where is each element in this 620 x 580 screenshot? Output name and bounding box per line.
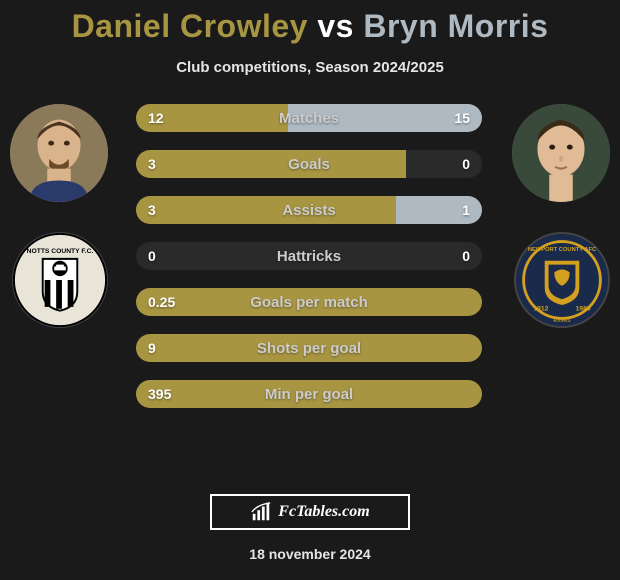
stat-label: Min per goal bbox=[136, 386, 482, 403]
stat-label: Goals bbox=[136, 156, 482, 173]
stat-value-right: 15 bbox=[454, 110, 470, 126]
stat-row: Hattricks0 0 bbox=[136, 242, 482, 270]
content-area: NOTTS COUNTY F.C. NEWPORT COUNTY AFC 191… bbox=[0, 104, 620, 484]
player1-club-crest: NOTTS COUNTY F.C. bbox=[12, 232, 108, 328]
brand-box: FcTables.com bbox=[210, 494, 410, 530]
title-player2: Bryn Morris bbox=[363, 8, 548, 44]
stat-value-left: 0 bbox=[148, 248, 156, 264]
stat-label: Assists bbox=[136, 202, 482, 219]
title-vs: vs bbox=[317, 8, 354, 44]
notts-county-crest-icon: NOTTS COUNTY F.C. bbox=[12, 232, 108, 328]
stat-value-left: 12 bbox=[148, 110, 164, 126]
stat-value-left: 9 bbox=[148, 340, 156, 356]
stat-label: Shots per goal bbox=[136, 340, 482, 357]
stat-value-left: 395 bbox=[148, 386, 171, 402]
player2-face-icon bbox=[512, 104, 610, 202]
stat-value-right: 1 bbox=[462, 202, 470, 218]
stat-value-left: 0.25 bbox=[148, 294, 175, 310]
stat-row: Shots per goal9 bbox=[136, 334, 482, 362]
svg-text:1989: 1989 bbox=[576, 306, 591, 313]
stat-label: Hattricks bbox=[136, 248, 482, 265]
subtitle: Club competitions, Season 2024/2025 bbox=[0, 45, 620, 76]
chart-icon bbox=[250, 501, 272, 523]
svg-text:exiles: exiles bbox=[553, 317, 571, 324]
footer-date: 18 november 2024 bbox=[0, 546, 620, 562]
svg-text:1912: 1912 bbox=[533, 306, 548, 313]
svg-text:NEWPORT COUNTY AFC: NEWPORT COUNTY AFC bbox=[528, 247, 596, 253]
stat-value-right: 0 bbox=[462, 248, 470, 264]
stat-value-right: 0 bbox=[462, 156, 470, 172]
player1-face-icon bbox=[10, 104, 108, 202]
title-player1: Daniel Crowley bbox=[72, 8, 308, 44]
stat-value-left: 3 bbox=[148, 156, 156, 172]
stat-row: Assists3 1 bbox=[136, 196, 482, 224]
newport-county-crest-icon: NEWPORT COUNTY AFC 1912 1989 exiles bbox=[514, 232, 610, 328]
stat-row: Goals per match0.25 bbox=[136, 288, 482, 316]
stat-label: Matches bbox=[136, 110, 482, 127]
stat-label: Goals per match bbox=[136, 294, 482, 311]
svg-text:NOTTS COUNTY F.C.: NOTTS COUNTY F.C. bbox=[27, 248, 94, 255]
player1-avatar bbox=[10, 104, 108, 202]
stat-row: Matches12 15 bbox=[136, 104, 482, 132]
stat-row: Goals3 0 bbox=[136, 150, 482, 178]
stat-value-left: 3 bbox=[148, 202, 156, 218]
stat-row: Min per goal395 bbox=[136, 380, 482, 408]
player2-club-crest: NEWPORT COUNTY AFC 1912 1989 exiles bbox=[514, 232, 610, 328]
player2-avatar bbox=[512, 104, 610, 202]
page-title: Daniel Crowley vs Bryn Morris bbox=[0, 0, 620, 45]
stats-bars: Matches1215Goals30Assists31Hattricks00Go… bbox=[136, 104, 482, 426]
brand-text: FcTables.com bbox=[278, 503, 369, 521]
